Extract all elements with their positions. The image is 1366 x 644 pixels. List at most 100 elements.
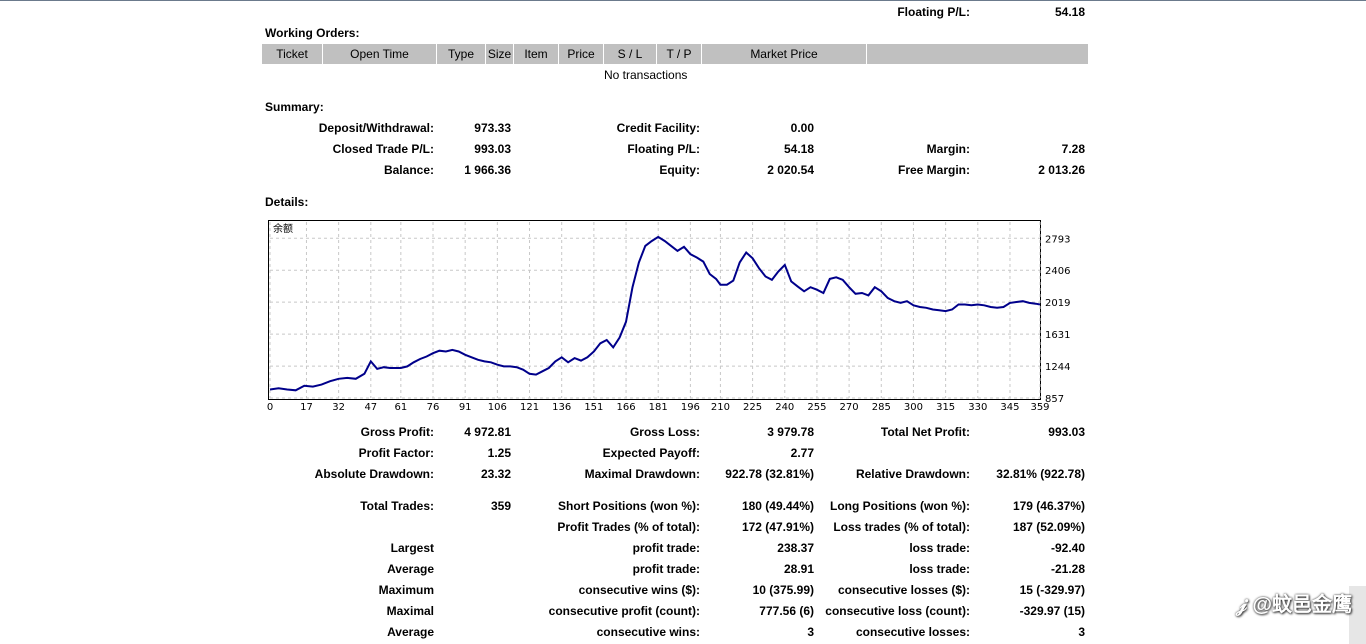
deposit-label: Deposit/Withdrawal: [318, 121, 434, 135]
x-tick-label: 315 [936, 402, 955, 413]
average-profit-label: profit trade: [632, 562, 700, 576]
max-cons-losses-value: 15 (-329.97) [1019, 583, 1085, 597]
x-tick-label: 359 [1030, 402, 1049, 413]
x-tick-label: 47 [364, 402, 377, 413]
max-drawdown-label: Maximal Drawdown: [584, 467, 700, 481]
x-tick-label: 285 [872, 402, 891, 413]
col-tp[interactable]: T / P [657, 44, 702, 64]
balance-value: 1 966.36 [464, 163, 511, 177]
floating-value: 54.18 [783, 142, 814, 156]
x-tick-label: 300 [904, 402, 923, 413]
summary-title: Summary: [265, 100, 324, 114]
average-profit-value: 28.91 [783, 562, 814, 576]
maximal-label: Maximal [386, 604, 434, 618]
x-tick-label: 225 [743, 402, 762, 413]
rel-drawdown-value: 32.81% (922.78) [996, 467, 1085, 481]
avg-cons-losses-label: consecutive losses: [855, 625, 970, 639]
profit-factor-label: Profit Factor: [358, 446, 434, 460]
profit-factor-value: 1.25 [487, 446, 511, 460]
margin-label: Margin: [926, 142, 970, 156]
gross-loss-value: 3 979.78 [767, 425, 814, 439]
x-tick-label: 106 [488, 402, 507, 413]
average2-label: Average [387, 625, 434, 639]
max-cons-losses-label: consecutive losses ($): [837, 583, 970, 597]
deposit-value: 973.33 [474, 121, 511, 135]
y-tick-label: 2019 [1045, 298, 1070, 309]
long-positions-value: 179 (46.37%) [1012, 499, 1085, 513]
max-drawdown-value: 922.78 (32.81%) [725, 467, 814, 481]
x-tick-label: 17 [300, 402, 313, 413]
col-size[interactable]: Size [486, 44, 514, 64]
col-price[interactable]: Price [559, 44, 604, 64]
y-tick-label: 1244 [1045, 362, 1070, 373]
short-positions-value: 180 (49.44%) [741, 499, 814, 513]
expected-payoff-value: 2.77 [790, 446, 814, 460]
avg-cons-losses-value: 3 [1078, 625, 1085, 639]
x-tick-label: 136 [552, 402, 571, 413]
col-sl[interactable]: S / L [604, 44, 657, 64]
col-type[interactable]: Type [437, 44, 486, 64]
x-tick-label: 345 [1000, 402, 1019, 413]
top-floating-label: Floating P/L: [897, 5, 970, 19]
x-tick-label: 210 [711, 402, 730, 413]
balance-chart [268, 220, 1041, 400]
closed-pl-label: Closed Trade P/L: [332, 142, 434, 156]
x-tick-label: 0 [267, 402, 273, 413]
col-market-price[interactable]: Market Price [702, 44, 867, 64]
rel-drawdown-label: Relative Drawdown: [855, 467, 970, 481]
profit-trades-value: 172 (47.91%) [741, 520, 814, 534]
top-border [0, 0, 1366, 1]
maximal-loss-value: -329.97 (15) [1019, 604, 1085, 618]
x-tick-label: 166 [616, 402, 635, 413]
working-orders-header: Ticket Open Time Type Size Item Price S … [262, 44, 1088, 64]
x-tick-label: 270 [840, 402, 859, 413]
details-title: Details: [265, 195, 309, 209]
avg-cons-wins-label: consecutive wins: [596, 625, 700, 639]
top-floating-value: 54.18 [1054, 5, 1085, 19]
abs-drawdown-label: Absolute Drawdown: [314, 467, 434, 481]
free-margin-label: Free Margin: [897, 163, 970, 177]
y-tick-label: 857 [1045, 394, 1064, 405]
x-tick-label: 121 [520, 402, 539, 413]
equity-label: Equity: [659, 163, 700, 177]
average-label: Average [387, 562, 434, 576]
total-net-value: 993.03 [1048, 425, 1085, 439]
x-tick-label: 61 [394, 402, 407, 413]
col-item[interactable]: Item [514, 44, 559, 64]
gross-loss-label: Gross Loss: [629, 425, 700, 439]
y-tick-label: 1631 [1045, 330, 1070, 341]
col-open-time[interactable]: Open Time [323, 44, 437, 64]
balance-label: Balance: [383, 163, 434, 177]
no-transactions-text: No transactions [604, 68, 688, 82]
watermark-text: 𝒿 @蚊邑金鹰 [1236, 594, 1352, 616]
col-ticket[interactable]: Ticket [262, 44, 323, 64]
x-tick-label: 151 [584, 402, 603, 413]
avg-cons-wins-value: 3 [807, 625, 814, 639]
maximal-profit-label: consecutive profit (count): [548, 604, 700, 618]
y-tick-label: 2406 [1045, 266, 1070, 277]
balance-chart-svg: 0 17 32 47 61 76 91 106 121 136 151 166 181 196 210 225… [267, 222, 1070, 413]
long-positions-label: Long Positions (won %): [830, 499, 970, 513]
scrollbar-corner[interactable] [1349, 586, 1366, 644]
total-net-label: Total Net Profit: [880, 425, 970, 439]
x-tick-label: 181 [649, 402, 668, 413]
gross-profit-value: 4 972.81 [464, 425, 511, 439]
gross-profit-label: Gross Profit: [360, 425, 434, 439]
maximal-loss-label: consecutive loss (count): [825, 604, 970, 618]
y-tick-label: 2793 [1045, 234, 1070, 245]
credit-value: 0.00 [790, 121, 814, 135]
max-cons-wins-value: 10 (375.99) [752, 583, 814, 597]
profit-trades-label: Profit Trades (% of total): [557, 520, 700, 534]
working-orders-title: Working Orders: [265, 26, 360, 40]
x-tick-label: 76 [427, 402, 440, 413]
total-trades-value: 359 [490, 499, 511, 513]
x-tick-label: 330 [968, 402, 987, 413]
largest-label: Largest [390, 541, 434, 555]
free-margin-value: 2 013.26 [1038, 163, 1085, 177]
loss-trades-label: Loss trades (% of total): [833, 520, 970, 534]
margin-value: 7.28 [1061, 142, 1085, 156]
maximal-profit-value: 777.56 (6) [759, 604, 814, 618]
largest-loss-label: loss trade: [909, 541, 970, 555]
x-tick-label: 240 [775, 402, 794, 413]
average-loss-value: -21.28 [1050, 562, 1085, 576]
